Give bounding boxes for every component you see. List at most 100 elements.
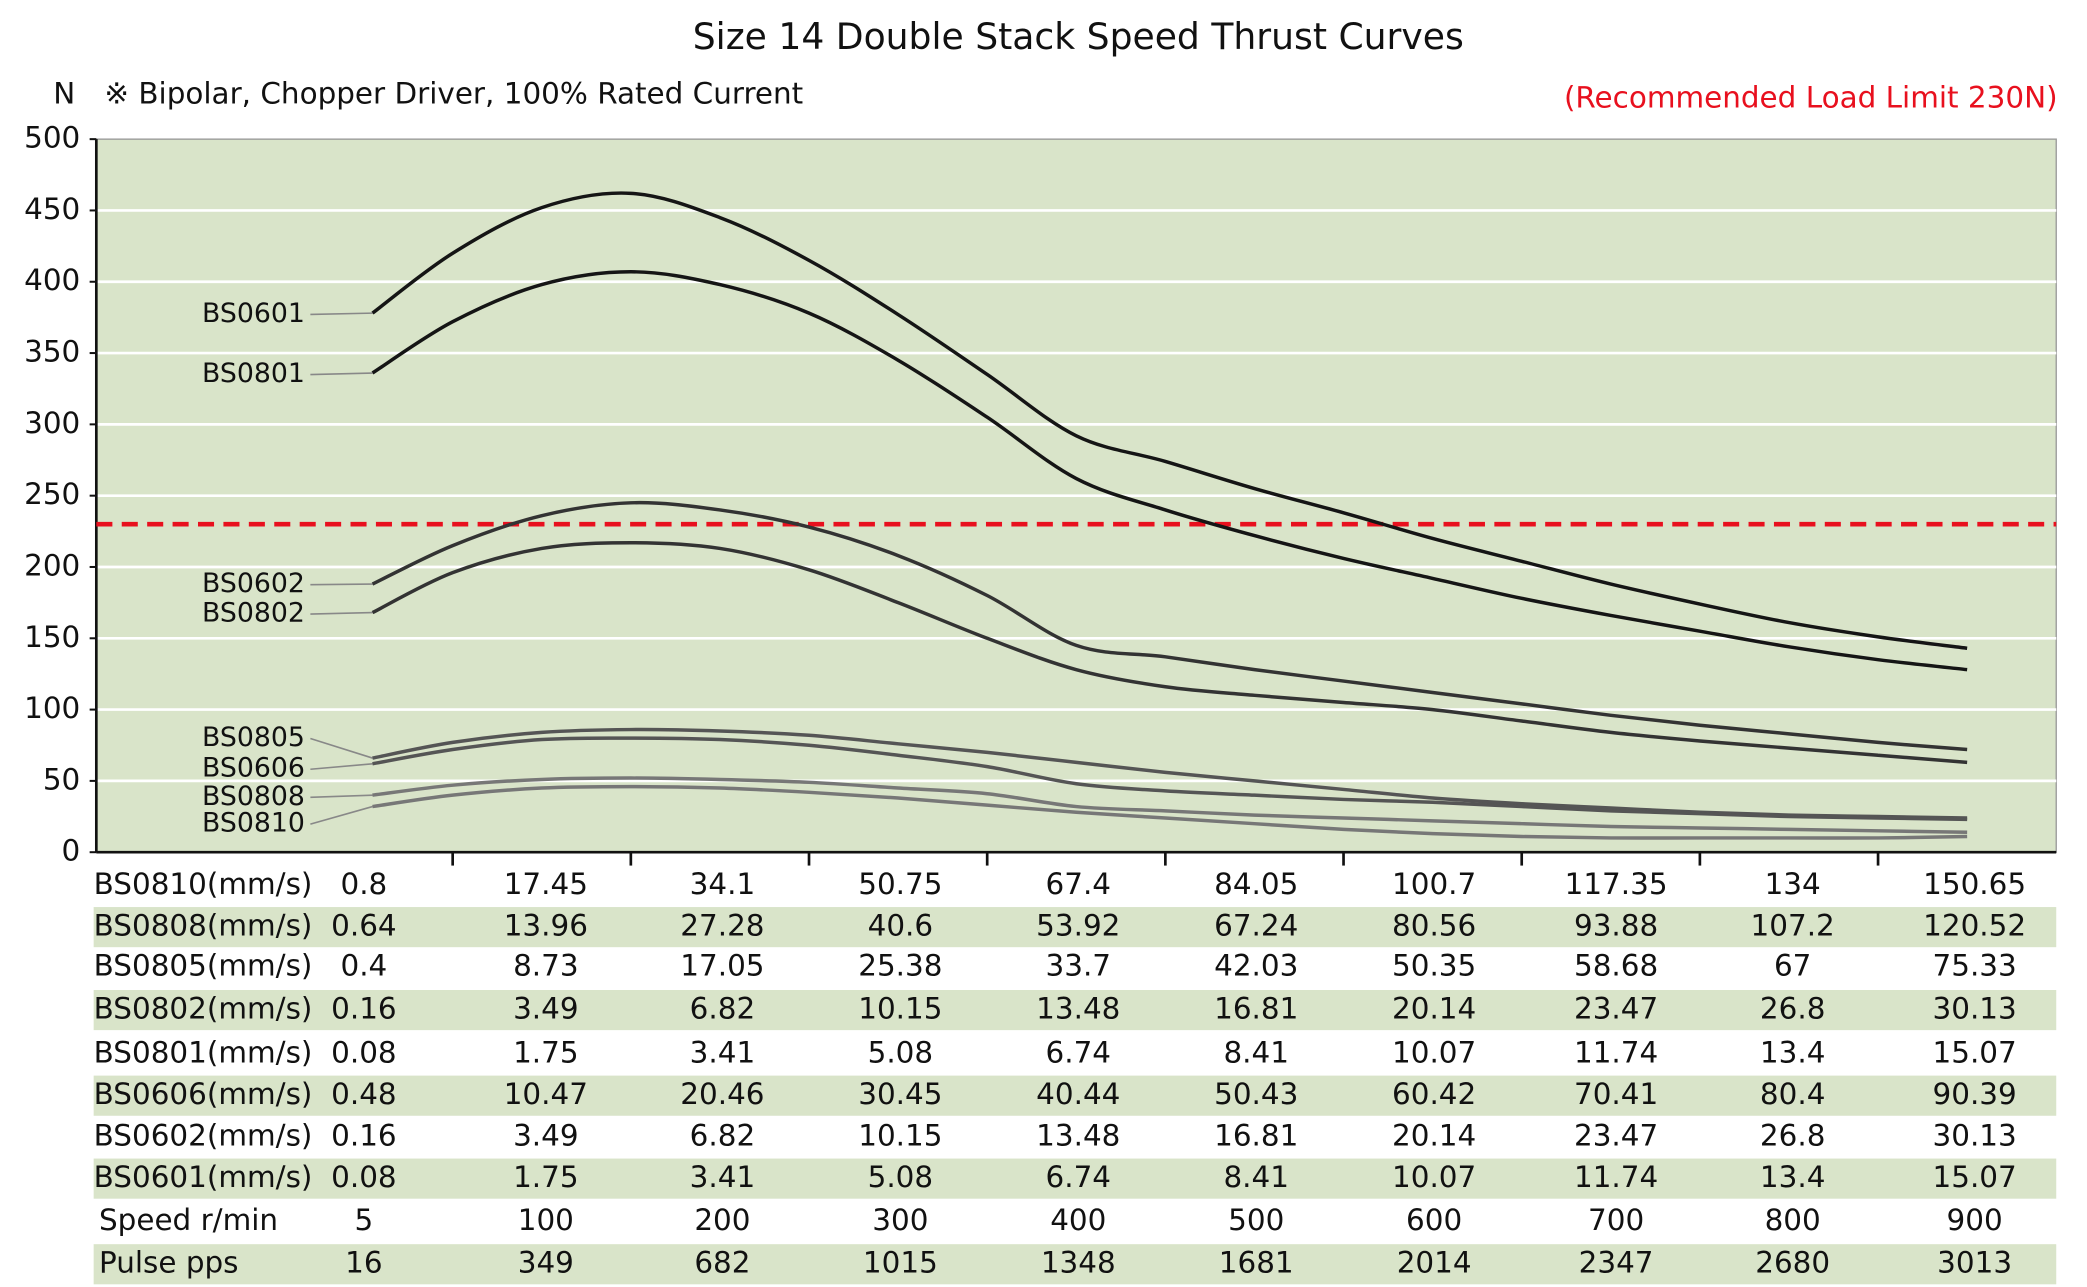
table-cell: 150.65 [1923, 867, 2026, 901]
table-cell: 84.05 [1214, 867, 1298, 901]
y-tick-label: 450 [24, 192, 80, 226]
legend-label: BS0602 [202, 568, 305, 599]
table-cell: 8.41 [1223, 1036, 1289, 1070]
row-header: BS0805(mm/s) [94, 949, 313, 983]
table-cell: 80.56 [1392, 909, 1476, 943]
table-cell: 0.08 [331, 1036, 397, 1070]
leader-line [310, 312, 373, 316]
table-cell: 6.82 [690, 1119, 756, 1153]
table-cell: 682 [694, 1246, 750, 1280]
table-cell: 40.44 [1036, 1077, 1120, 1111]
table-cell: 58.68 [1574, 949, 1658, 983]
series-line [371, 191, 1968, 650]
table-cell: 20.14 [1392, 1119, 1476, 1153]
table-cell: 1015 [863, 1246, 938, 1280]
series-line [372, 776, 1968, 834]
table-cell: 134 [1765, 867, 1821, 901]
table-cell: 900 [1947, 1203, 2003, 1237]
table-cell: 400 [1050, 1203, 1106, 1237]
table-row-shade [93, 1158, 2057, 1199]
table-cell: 10.15 [858, 992, 942, 1026]
series-line [372, 736, 1968, 822]
table-cell: 349 [518, 1246, 574, 1280]
table-cell: 600 [1406, 1203, 1462, 1237]
legend-label: BS0606 [202, 753, 305, 784]
row-header: BS0602(mm/s) [94, 1119, 313, 1153]
table-cell: 100.7 [1392, 867, 1476, 901]
table-cell: 20.14 [1392, 992, 1476, 1026]
y-tick-label: 150 [24, 620, 80, 654]
table-cell: 200 [694, 1203, 750, 1237]
table-cell: 23.47 [1574, 992, 1658, 1026]
table-cell: 23.47 [1574, 1119, 1658, 1153]
series-line [372, 784, 1968, 840]
row-header: Speed r/min [99, 1203, 278, 1237]
subtitle: ※ Bipolar, Chopper Driver, 100% Rated Cu… [104, 76, 803, 110]
table-cell: 1.75 [513, 1160, 579, 1194]
y-tick-label: 400 [24, 263, 80, 297]
row-header: BS0808(mm/s) [94, 909, 313, 943]
table-row-shade [93, 1075, 2057, 1116]
table-cell: 80.4 [1760, 1077, 1826, 1111]
table-cell: 50.43 [1214, 1077, 1298, 1111]
table-cell: 40.6 [868, 909, 934, 943]
table-cell: 15.07 [1933, 1036, 2017, 1070]
table-cell: 117.35 [1565, 867, 1668, 901]
table-row-shade [93, 989, 2057, 1031]
table-cell: 2014 [1397, 1246, 1472, 1280]
table-cell: 0.64 [331, 909, 397, 943]
table-cell: 1681 [1219, 1246, 1294, 1280]
table-cell: 120.52 [1923, 909, 2026, 943]
table-cell: 20.46 [680, 1077, 764, 1111]
table-cell: 42.03 [1214, 949, 1298, 983]
leader-line [310, 737, 373, 759]
table-cell: 0.16 [331, 992, 397, 1026]
table-cell: 0.8 [340, 867, 387, 901]
legend-label: BS0805 [202, 722, 305, 753]
table-cell: 15.07 [1933, 1160, 2017, 1194]
leader-line [310, 611, 373, 615]
table-cell: 10.15 [858, 1119, 942, 1153]
y-tick-label: 350 [24, 335, 80, 369]
table-cell: 6.74 [1046, 1160, 1112, 1194]
row-header: Pulse pps [99, 1246, 239, 1280]
table-cell: 13.96 [504, 909, 588, 943]
y-tick-label: 0 [62, 834, 81, 868]
table-cell: 107.2 [1751, 909, 1835, 943]
table-cell: 11.74 [1574, 1160, 1658, 1194]
y-tick-label: 300 [24, 406, 80, 440]
table-cell: 13.48 [1036, 1119, 1120, 1153]
table-cell: 26.8 [1760, 1119, 1826, 1153]
legend-label: BS0802 [202, 598, 305, 629]
series-line [371, 500, 1968, 752]
table-row-shade [93, 1244, 2057, 1285]
y-tick-label: 500 [24, 121, 80, 155]
table-cell: 11.74 [1574, 1036, 1658, 1070]
row-header: BS0802(mm/s) [94, 992, 313, 1026]
table-cell: 800 [1765, 1203, 1821, 1237]
table-cell: 17.05 [680, 949, 764, 983]
table-cell: 1348 [1041, 1246, 1116, 1280]
y-tick-label: 100 [24, 691, 80, 725]
table-cell: 33.7 [1046, 949, 1112, 983]
table-cell: 53.92 [1036, 909, 1120, 943]
table-cell: 30.13 [1933, 1119, 2017, 1153]
table-cell: 17.45 [504, 867, 588, 901]
y-tick-label: 50 [43, 762, 80, 796]
table-cell: 500 [1228, 1203, 1284, 1237]
series-line [371, 270, 1968, 672]
leader-line [310, 762, 373, 771]
table-cell: 25.38 [858, 949, 942, 983]
table-cell: 0.48 [331, 1077, 397, 1111]
leader-line [310, 794, 373, 799]
table-cell: 26.8 [1760, 992, 1826, 1026]
table-cell: 3.41 [690, 1036, 756, 1070]
y-tick-label: 200 [24, 548, 80, 582]
table-cell: 10.07 [1392, 1036, 1476, 1070]
y-axis-label: N [53, 76, 75, 110]
legend-label: BS0801 [202, 358, 305, 389]
table-cell: 13.4 [1760, 1160, 1826, 1194]
table-cell: 67.4 [1046, 867, 1112, 901]
row-header: BS0601(mm/s) [94, 1160, 313, 1194]
